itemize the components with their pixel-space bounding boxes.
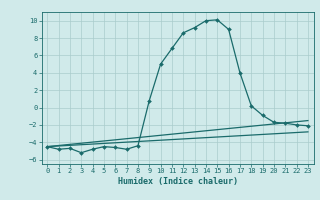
X-axis label: Humidex (Indice chaleur): Humidex (Indice chaleur) bbox=[118, 177, 237, 186]
